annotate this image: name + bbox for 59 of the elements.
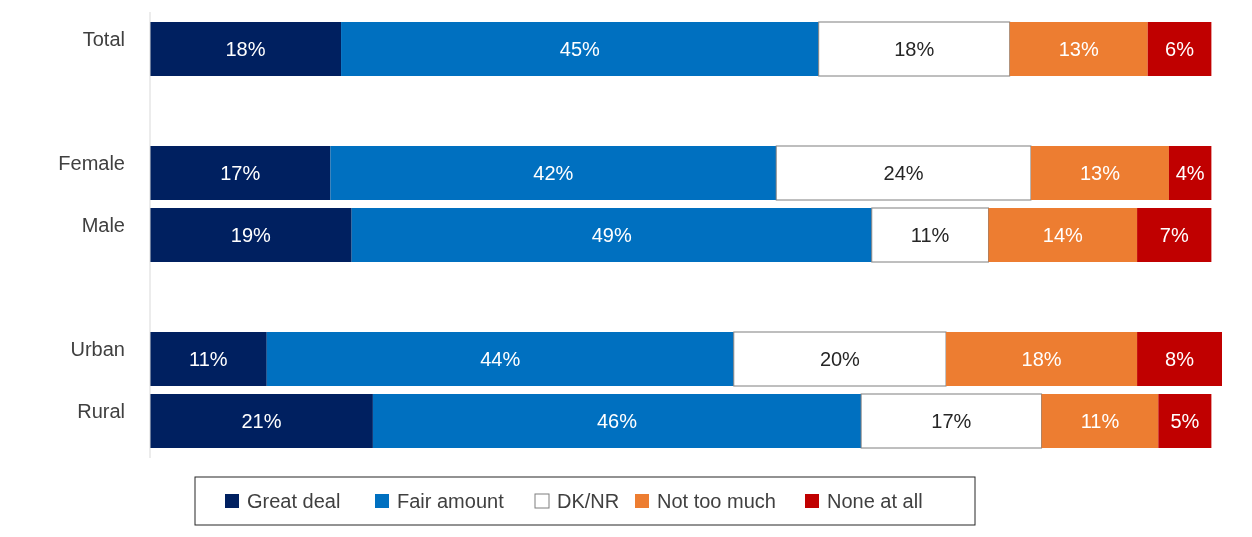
data-label: 49% (591, 224, 632, 246)
data-label: 17% (220, 162, 261, 184)
bar (150, 332, 267, 386)
data-label: 13% (1058, 38, 1099, 60)
bar (150, 208, 352, 262)
bar (871, 207, 989, 263)
bar (150, 22, 342, 76)
y-tick-label: Male (81, 214, 125, 236)
data-label: 11% (1080, 410, 1120, 432)
data-label: 21% (241, 410, 282, 432)
y-tick-label: Female (58, 152, 125, 174)
bar (1009, 22, 1148, 76)
legend-label: None at all (827, 490, 923, 512)
bar (1030, 146, 1169, 200)
bar (150, 146, 331, 200)
data-label: 24% (883, 162, 924, 184)
bar (733, 331, 947, 387)
y-tick-label: Urban (70, 338, 125, 360)
data-label: 17% (931, 410, 972, 432)
data-label: 18% (894, 38, 935, 60)
bar (372, 394, 862, 448)
bar (946, 332, 1138, 386)
data-label: 20% (819, 348, 861, 370)
data-label: 46% (596, 410, 638, 432)
bar (150, 394, 373, 448)
bar (330, 146, 777, 200)
bar (341, 22, 819, 76)
data-label: 8% (1165, 348, 1195, 370)
data-label: 44% (480, 348, 521, 370)
legend-label: Not too much (657, 490, 776, 512)
data-label: 13% (1079, 162, 1121, 184)
data-label: 14% (1042, 224, 1084, 246)
bar (818, 21, 1011, 77)
bar (1147, 22, 1212, 76)
data-label: 11% (189, 348, 228, 370)
bar (351, 208, 872, 262)
bar (1041, 394, 1159, 448)
data-label: 5% (1170, 410, 1200, 432)
bar (1158, 394, 1212, 448)
data-label: 6% (1165, 38, 1195, 60)
data-label: 19% (230, 224, 272, 246)
data-label: 7% (1159, 224, 1189, 246)
legend-label: DK/NR (557, 490, 620, 512)
data-label: 11% (910, 224, 950, 246)
y-tick-label: Total (82, 28, 125, 50)
bar (266, 332, 734, 386)
bar (1137, 208, 1212, 262)
bar (1137, 332, 1222, 386)
bar (860, 393, 1043, 449)
data-label: 18% (225, 38, 266, 60)
data-label: 42% (533, 162, 574, 184)
legend-label: Great deal (247, 490, 341, 512)
bar (988, 208, 1138, 262)
data-label: 4% (1175, 162, 1205, 184)
legend-label: Fair amount (397, 490, 505, 512)
data-label: 18% (1021, 348, 1062, 370)
y-tick-label: Rural (77, 400, 125, 422)
data-label: 45% (559, 38, 601, 60)
bar (775, 145, 1032, 201)
